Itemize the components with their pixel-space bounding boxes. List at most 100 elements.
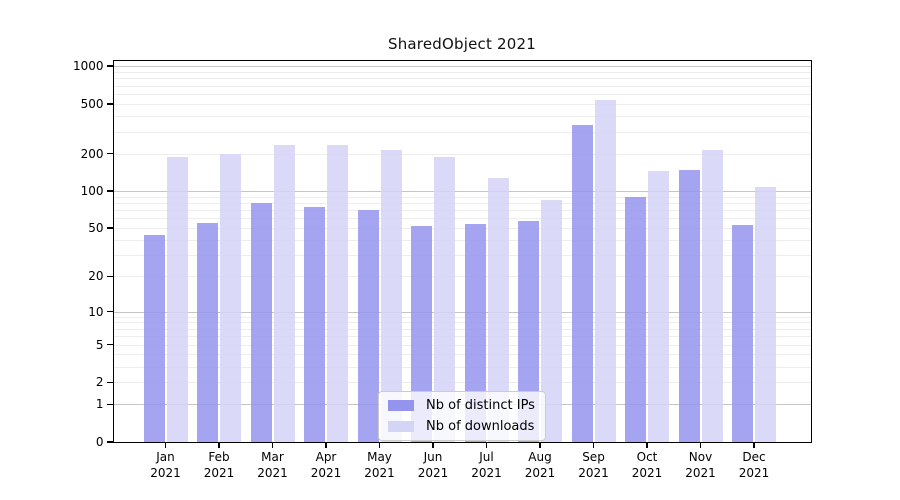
y-tick-label: 500 [80, 96, 104, 111]
minor-gridline [113, 276, 811, 278]
minor-gridline [113, 71, 811, 73]
minor-gridline [113, 85, 811, 87]
x-tick-label: Apr 2021 [294, 450, 358, 481]
bar-downloads [380, 149, 402, 442]
minor-gridline [113, 344, 811, 346]
legend: Nb of distinct IPs Nb of downloads [378, 391, 546, 441]
bar-distinct-ips [464, 224, 486, 442]
x-label-year: 2021 [364, 465, 395, 480]
x-label-month: Jan [156, 450, 175, 464]
x-label-year: 2021 [685, 465, 716, 480]
bar-distinct-ips [625, 197, 646, 442]
y-tick-label: 10 [88, 304, 104, 319]
x-tick-mark [164, 443, 167, 448]
y-tick-label: 1000 [72, 59, 104, 74]
y-tick-mark [107, 152, 113, 155]
x-tick-mark [485, 443, 488, 448]
x-label-year: 2021 [631, 465, 663, 480]
bar-downloads [541, 200, 562, 442]
x-label-month: May [367, 450, 392, 464]
legend-label-downloads: Nb of downloads [426, 419, 535, 434]
minor-gridline [113, 322, 811, 324]
x-tick-label: Feb 2021 [187, 450, 251, 481]
x-label-year: 2021 [471, 465, 502, 480]
minor-gridline [113, 336, 811, 338]
y-tick-mark [107, 343, 113, 346]
x-tick-mark [592, 443, 595, 448]
y-tick-mark [107, 441, 113, 443]
minor-gridline [113, 210, 811, 212]
minor-gridline [113, 153, 811, 155]
x-tick-label: Jul 2021 [455, 450, 519, 481]
bar-downloads [220, 153, 241, 442]
minor-gridline [113, 78, 811, 80]
x-label-year: 2021 [524, 465, 556, 480]
major-gridline [113, 190, 811, 192]
bar-distinct-ips [197, 223, 218, 442]
minor-gridline [113, 366, 811, 368]
x-tick-mark [646, 443, 648, 448]
x-tick-mark [699, 443, 702, 448]
minor-gridline [113, 354, 811, 356]
bar-downloads [434, 157, 455, 442]
chart-title: SharedObject 2021 [387, 35, 536, 53]
y-tick-label: 20 [88, 269, 104, 284]
minor-gridline [113, 115, 811, 117]
bar-downloads [327, 144, 348, 442]
x-label-month: Feb [208, 450, 230, 464]
y-tick-label: 2 [95, 375, 104, 390]
y-tick-label: 1 [95, 397, 104, 412]
x-tick-label: Jun 2021 [401, 450, 465, 481]
bar-downloads [701, 150, 723, 442]
bar-distinct-ips [304, 207, 325, 442]
bar-distinct-ips [518, 221, 539, 442]
bar-downloads [487, 178, 509, 442]
x-label-year: 2021 [257, 465, 288, 480]
x-label-year: 2021 [578, 465, 609, 480]
x-tick-label: Dec 2021 [722, 450, 786, 481]
y-tick-label: 50 [88, 221, 104, 236]
x-label-month: Oct [636, 450, 658, 464]
y-tick-mark [107, 381, 113, 383]
minor-gridline [113, 93, 811, 95]
x-label-month: Mar [261, 450, 284, 464]
legend-item-downloads: Nb of downloads [388, 419, 536, 434]
y-tick-mark [107, 103, 113, 105]
x-tick-label: May 2021 [348, 450, 412, 481]
bar-distinct-ips [357, 210, 379, 442]
bar-downloads [648, 170, 669, 442]
x-tick-label: Aug 2021 [508, 450, 572, 481]
x-tick-mark [539, 443, 541, 448]
x-tick-label: Mar 2021 [241, 450, 305, 481]
y-tick-mark [107, 190, 113, 192]
minor-gridline [113, 328, 811, 330]
legend-label-distinct-ips: Nb of distinct IPs [426, 398, 535, 413]
bar-downloads [273, 145, 295, 442]
minor-gridline [113, 228, 811, 230]
x-tick-mark [271, 443, 274, 448]
minor-gridline [113, 316, 811, 318]
y-tick-label: 100 [80, 183, 104, 198]
x-tick-label: Nov 2021 [669, 450, 733, 481]
x-label-year: 2021 [417, 465, 449, 480]
bar-distinct-ips [143, 234, 165, 442]
y-tick-mark [107, 310, 113, 313]
x-label-year: 2021 [150, 465, 181, 480]
y-tick-label: 5 [95, 337, 104, 352]
major-gridline [113, 311, 811, 313]
x-tick-mark [432, 443, 434, 448]
x-label-year: 2021 [203, 465, 235, 480]
x-label-year: 2021 [738, 465, 770, 480]
minor-gridline [113, 218, 811, 220]
x-tick-mark [378, 443, 381, 448]
minor-gridline [113, 239, 811, 241]
x-tick-mark [753, 443, 755, 448]
y-tick-mark [107, 227, 113, 229]
legend-item-distinct-ips: Nb of distinct IPs [388, 398, 536, 413]
minor-gridline [113, 103, 811, 105]
minor-gridline [113, 382, 811, 384]
bar-downloads [166, 157, 188, 442]
y-tick-label: 0 [95, 435, 104, 449]
minor-gridline [113, 196, 811, 198]
